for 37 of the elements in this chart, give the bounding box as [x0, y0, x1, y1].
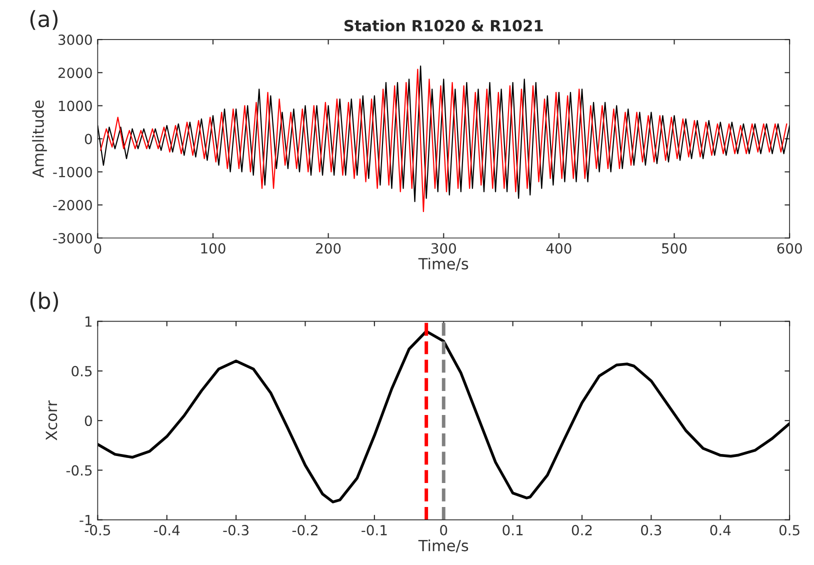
x-tick-label: -0.3	[223, 524, 248, 536]
y-axis-title: Xcorr	[46, 400, 58, 440]
y-tick-label: 0	[84, 134, 92, 144]
x-tick-label: 0.2	[572, 524, 592, 536]
x-tick-label: 300	[431, 243, 456, 254]
y-tick-label: 0	[84, 416, 92, 426]
x-tick-label: 0	[94, 243, 102, 254]
text: (b)	[30, 292, 58, 312]
x-tick-label: 100	[201, 243, 226, 254]
x-tick-label: 0	[440, 524, 448, 536]
chart-title: Station R1020 & R1021	[344, 20, 543, 32]
x-tick-label: 0.1	[502, 524, 523, 536]
y-tick-label: -3000	[53, 232, 92, 244]
y-tick-label: 3000	[58, 34, 92, 46]
text: (a)	[30, 10, 58, 30]
x-tick-label: 0.3	[641, 524, 662, 536]
x-tick-label: 0.5	[779, 524, 800, 536]
x-tick-label: -0.1	[362, 524, 387, 536]
y-tick-label: -1	[80, 514, 92, 526]
x-tick-label: 400	[546, 243, 572, 254]
y-tick-label: 0.5	[72, 366, 92, 376]
x-tick-label: 500	[662, 243, 687, 254]
x-tick-label: 0.4	[710, 524, 731, 536]
y-tick-label: -0.5	[66, 465, 92, 476]
y-tick-label: -1000	[53, 166, 92, 178]
x-tick-label: -0.4	[154, 524, 180, 536]
y-axis-title: Amplitude	[32, 100, 47, 178]
x-tick-label: 600	[777, 243, 802, 254]
y-tick-label: -2000	[53, 200, 92, 210]
x-tick-label: 200	[316, 243, 341, 254]
line-series	[98, 330, 790, 504]
y-tick-label: 1	[86, 316, 92, 327]
y-tick-label: 2000	[58, 68, 92, 78]
x-tick-label: -0.2	[292, 524, 318, 536]
x-axis-title: Time/s	[418, 258, 468, 271]
x-axis-title: Time/s	[418, 539, 468, 553]
y-tick-label: 1000	[58, 100, 92, 112]
